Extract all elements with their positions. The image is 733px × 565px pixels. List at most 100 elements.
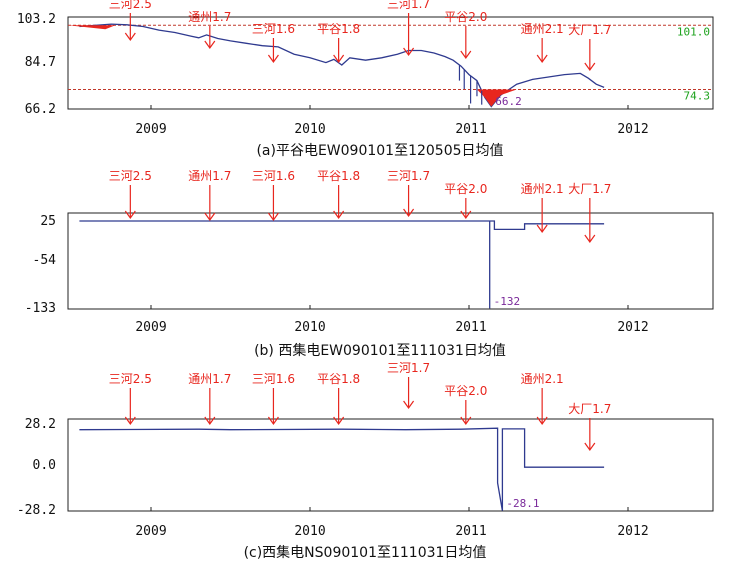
y-tick-label: 0.0 [33, 458, 56, 473]
plot-frame-b [67, 212, 714, 310]
caption-c: (c)西集电NS090101至111031日均值 [244, 544, 487, 561]
event-arrow-head [124, 416, 136, 426]
event-arrow-head [403, 47, 415, 57]
event-annotation-label: 三河2.5 [109, 372, 152, 386]
caption-b: (b) 西集电EW090101至111031日均值 [254, 342, 506, 359]
event-annotation-label: 三河1.7 [387, 361, 430, 375]
event-arrow-head [204, 212, 216, 222]
event-arrow-head [584, 62, 596, 72]
x-tick-label: 2010 [294, 122, 325, 137]
xtick-group-c: 2009 2010 2011 2012 [135, 524, 648, 539]
event-arrow-head [536, 416, 548, 426]
event-annotation-label: 通州2.1 [521, 22, 564, 36]
dip-fill [476, 89, 517, 107]
x-tick-label: 2011 [455, 122, 486, 137]
event-arrow-head [536, 224, 548, 234]
xtick-group-a: 2009 2010 2011 2012 [135, 122, 648, 137]
event-annotation-label: 大厂1.7 [568, 23, 611, 37]
peak-fill [68, 25, 116, 30]
event-annotation-label: 通州1.7 [188, 10, 231, 24]
event-arrow-head [204, 416, 216, 426]
annot-group-b: 三河2.5 通州1.7 三河1.6 平谷1.8 三河1.7 平谷2.0 通州2.1 大厂1.7 [109, 169, 611, 244]
series-group-a: 66.2 [68, 23, 629, 109]
event-annotation-label: 平谷1.8 [317, 372, 360, 386]
event-arrow-head [584, 234, 596, 244]
panel-c: -28.1 三河2.5 通州1.7 三河1.6 平谷1.8 三河1.7 平谷2.0 通州2.… [17, 361, 714, 561]
event-annotation-label: 通州2.1 [521, 182, 564, 196]
event-arrow-head [333, 54, 345, 64]
y-tick-label: -54 [33, 253, 57, 268]
event-annotation-label: 三河1.6 [252, 372, 295, 386]
event-arrow-head [333, 210, 345, 220]
event-arrow-head [267, 212, 279, 222]
refline-group-a: 101.0 74.3 [68, 24, 713, 103]
y-tick-label: 66.2 [25, 102, 56, 117]
xtick-group-b: 2009 2010 2011 2012 [135, 320, 648, 335]
y-tick-label: -133 [25, 301, 56, 316]
caption-a: (a)平谷电EW090101至120505日均值 [256, 143, 503, 159]
y-tick-label: -28.2 [17, 503, 56, 518]
event-annotation-label: 三河1.7 [387, 169, 430, 183]
event-annotation-label: 平谷2.0 [444, 384, 487, 398]
event-annotation-label: 通州1.7 [188, 169, 231, 183]
event-annotation-label: 大厂1.7 [568, 182, 611, 196]
annot-group-a: 三河2.5 通州1.7 三河1.6 平谷1.8 三河1.7 平谷2.0 通州2.1 大厂1.7 [109, 0, 611, 72]
reference-line-label: 101.0 [677, 25, 710, 38]
x-tick-label: 2011 [455, 320, 486, 335]
panel-a: 101.0 74.3 66.2 三河2.5 通州1.7 三河1.6 平谷1.8 三河1.7… [17, 0, 714, 159]
event-arrow-head [460, 50, 472, 60]
x-tick-label: 2012 [617, 122, 648, 137]
y-tick-label: 103.2 [17, 12, 56, 27]
event-annotation-label: 三河1.7 [387, 0, 430, 11]
event-annotation-label: 平谷2.0 [444, 10, 487, 24]
panel-b: -132 三河2.5 通州1.7 三河1.6 平谷1.8 三河1.7 平谷2.0 通州2.1… [25, 169, 714, 359]
event-arrow-head [124, 210, 136, 220]
event-arrow-head [403, 400, 415, 410]
event-arrow-head [124, 32, 136, 42]
event-annotation-label: 平谷1.8 [317, 22, 360, 36]
min-value-label: 66.2 [495, 95, 522, 108]
x-tick-label: 2010 [294, 524, 325, 539]
ytick-group-b: 25 -54 -133 [25, 214, 56, 316]
series-group-c: -28.1 [79, 427, 629, 511]
event-annotation-label: 通州1.7 [188, 372, 231, 386]
event-annotation-label: 三河1.6 [252, 169, 295, 183]
series-line [79, 427, 605, 511]
plot-frame-c [67, 418, 714, 512]
min-value-label: -132 [494, 295, 521, 308]
x-tick-label: 2012 [617, 320, 648, 335]
event-annotation-label: 平谷1.8 [317, 169, 360, 183]
plot-frame-a [67, 16, 714, 110]
event-annotation-label: 三河1.6 [252, 22, 295, 36]
event-annotation-label: 三河2.5 [109, 0, 152, 11]
ytick-group-c: 28.2 0.0 -28.2 [17, 417, 56, 518]
ytick-group-a: 103.2 84.7 66.2 [17, 12, 56, 117]
event-annotation-label: 三河2.5 [109, 169, 152, 183]
x-tick-label: 2011 [455, 524, 486, 539]
event-annotation-label: 通州2.1 [521, 372, 564, 386]
event-arrow-head [204, 40, 216, 50]
y-tick-label: 84.7 [25, 55, 56, 70]
event-arrow-head [267, 54, 279, 64]
event-arrow-head [460, 210, 472, 220]
y-tick-label: 28.2 [25, 417, 56, 432]
x-tick-label: 2009 [135, 524, 166, 539]
reference-line-label: 74.3 [684, 90, 711, 103]
series-line [79, 23, 605, 108]
event-arrow-head [333, 416, 345, 426]
min-value-label: -28.1 [506, 497, 539, 510]
x-tick-label: 2009 [135, 122, 166, 137]
event-annotation-label: 大厂1.7 [568, 402, 611, 416]
event-arrow-head [403, 208, 415, 218]
x-tick-label: 2010 [294, 320, 325, 335]
event-arrow-head [536, 54, 548, 64]
x-tick-label: 2009 [135, 320, 166, 335]
series-line [79, 220, 605, 309]
series-group-b: -132 [79, 220, 629, 309]
event-annotation-label: 平谷2.0 [444, 182, 487, 196]
x-tick-label: 2012 [617, 524, 648, 539]
event-arrow-head [267, 416, 279, 426]
event-arrow-head [584, 442, 596, 452]
annot-group-c: 三河2.5 通州1.7 三河1.6 平谷1.8 三河1.7 平谷2.0 通州2.1 大厂1.7 [109, 361, 611, 452]
